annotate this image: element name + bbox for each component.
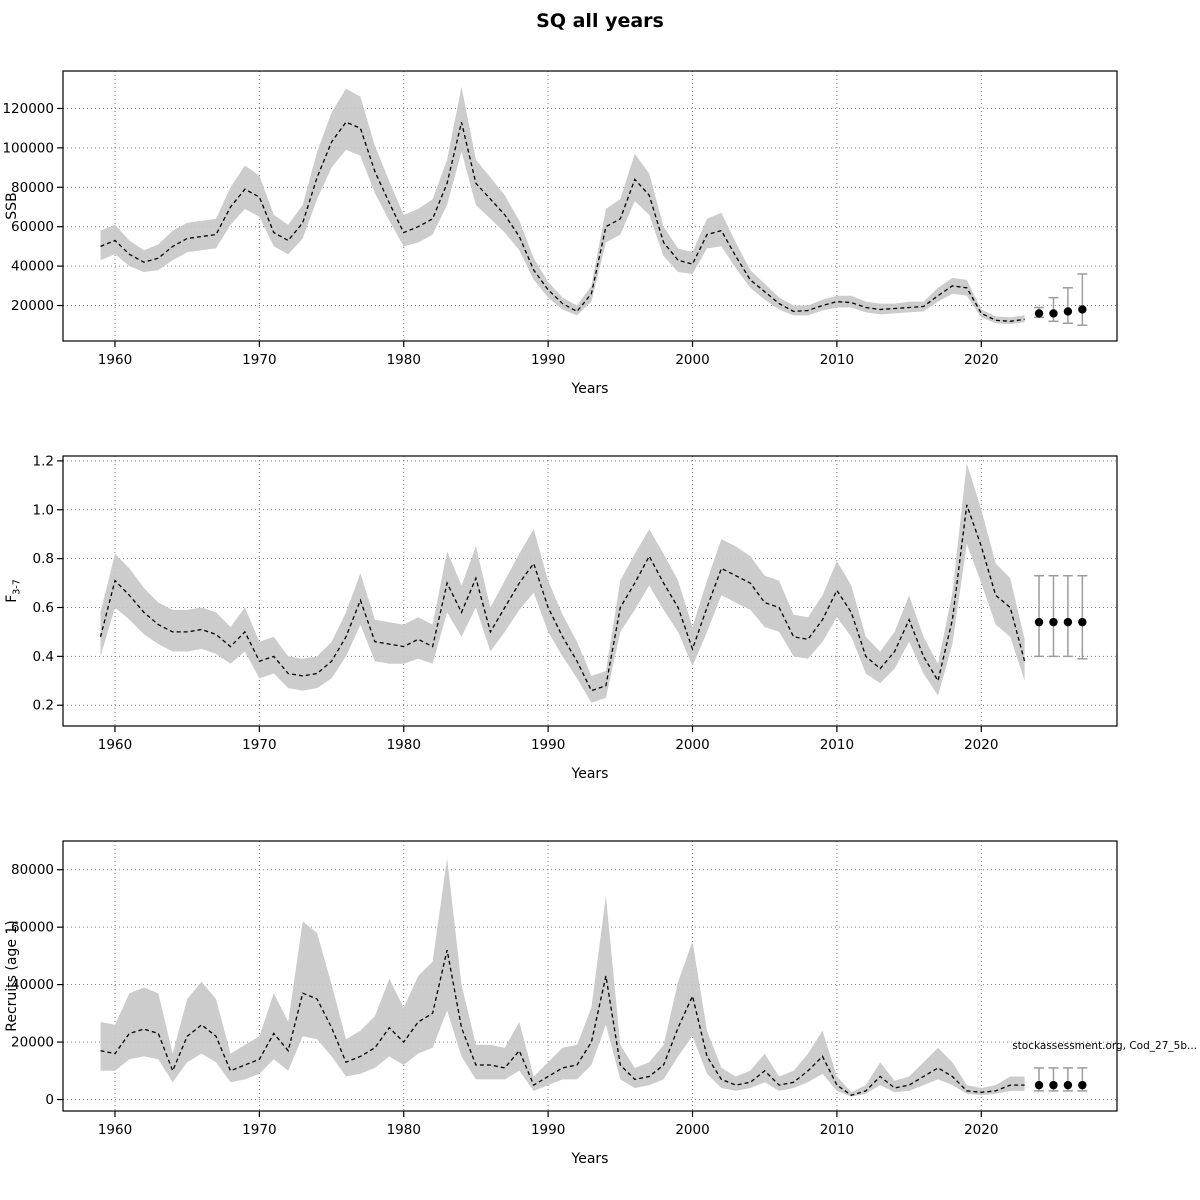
svg-text:0.4: 0.4 — [33, 649, 54, 665]
recruits-panel: 1960 1970 1980 1990 2000 2010 2020 0 20000 40000 6… — [0, 815, 1200, 1200]
svg-text:60000: 60000 — [11, 219, 54, 235]
page-title: SQ all years — [536, 10, 664, 32]
svg-text:120000: 120000 — [2, 101, 54, 117]
svg-text:1960: 1960 — [98, 352, 132, 368]
svg-text:0.2: 0.2 — [33, 698, 54, 714]
svg-text:SSB: SSB — [4, 192, 20, 219]
svg-text:40000: 40000 — [11, 259, 54, 275]
svg-text:0.6: 0.6 — [33, 600, 54, 616]
svg-text:1980: 1980 — [387, 1122, 421, 1138]
svg-text:1970: 1970 — [242, 1122, 276, 1138]
svg-text:2020: 2020 — [964, 352, 998, 368]
svg-text:1970: 1970 — [242, 352, 276, 368]
svg-text:Years: Years — [571, 766, 609, 782]
svg-text:Years: Years — [571, 1151, 609, 1167]
svg-text:1990: 1990 — [531, 737, 565, 753]
recruits-chart: 1960 1970 1980 1990 2000 2010 2020 0 20000 40000 6… — [4, 840, 1118, 1167]
svg-text:1970: 1970 — [242, 737, 276, 753]
svg-text:F3-7: F3-7 — [4, 579, 23, 603]
ssb-chart: 1960 1970 1980 1990 2000 2010 2020 20000 40000 60… — [2, 70, 1118, 397]
svg-text:Recruits (age 1): Recruits (age 1) — [4, 920, 20, 1032]
fishing-mortality-chart: 1960 1970 1980 1990 2000 2010 2020 0.2 0.4 0.6 0.8… — [4, 453, 1118, 782]
svg-text:60000: 60000 — [11, 920, 54, 936]
svg-text:Years: Years — [571, 381, 609, 397]
svg-text:1.0: 1.0 — [33, 502, 54, 518]
svg-text:80000: 80000 — [11, 180, 54, 196]
svg-text:20000: 20000 — [11, 298, 54, 314]
svg-text:2020: 2020 — [964, 1122, 998, 1138]
svg-text:1980: 1980 — [387, 737, 421, 753]
svg-text:2010: 2010 — [820, 352, 854, 368]
svg-text:2000: 2000 — [675, 1122, 709, 1138]
svg-text:2020: 2020 — [964, 737, 998, 753]
svg-text:20000: 20000 — [11, 1035, 54, 1051]
svg-text:1960: 1960 — [98, 737, 132, 753]
svg-text:80000: 80000 — [11, 862, 54, 878]
svg-text:1990: 1990 — [531, 352, 565, 368]
ssb-panel: 1960 1970 1980 1990 2000 2010 2020 20000 40000 60… — [0, 45, 1200, 430]
watermark-text: stockassessment.org, Cod_27_5b... — [1012, 1040, 1197, 1052]
svg-text:0.8: 0.8 — [33, 551, 54, 567]
svg-text:2010: 2010 — [820, 737, 854, 753]
svg-text:2000: 2000 — [675, 737, 709, 753]
svg-text:1.2: 1.2 — [33, 453, 54, 469]
fishing-mortality-panel: 1960 1970 1980 1990 2000 2010 2020 0.2 0.4 0.6 0.8… — [0, 430, 1200, 815]
svg-text:40000: 40000 — [11, 977, 54, 993]
svg-text:1990: 1990 — [531, 1122, 565, 1138]
svg-text:2000: 2000 — [675, 352, 709, 368]
svg-text:2010: 2010 — [820, 1122, 854, 1138]
svg-text:0: 0 — [45, 1092, 54, 1108]
svg-text:100000: 100000 — [2, 140, 54, 156]
svg-text:1960: 1960 — [98, 1122, 132, 1138]
svg-text:1980: 1980 — [387, 352, 421, 368]
